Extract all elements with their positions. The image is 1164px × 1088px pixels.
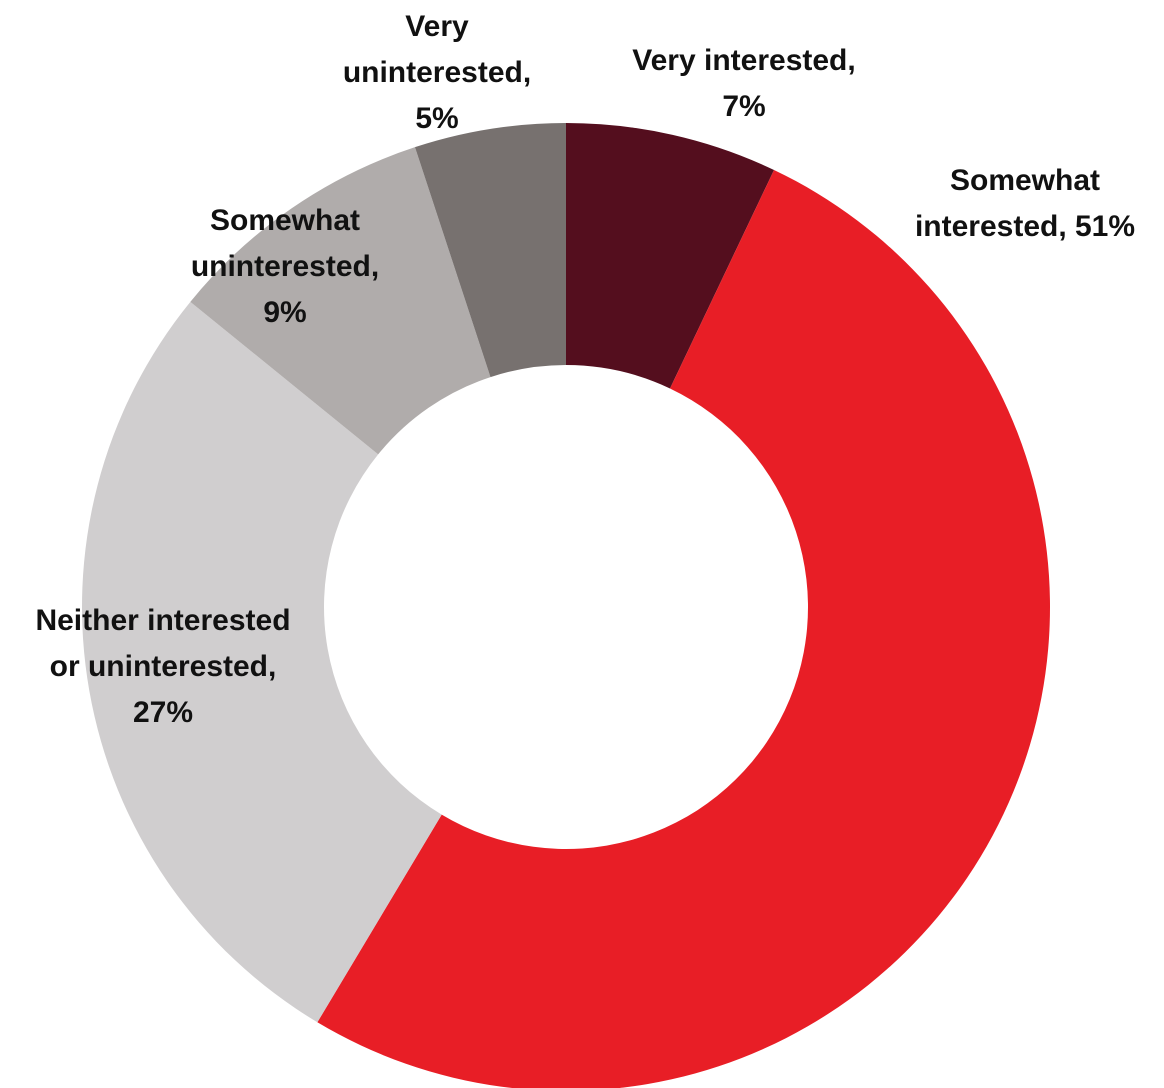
label-line: Very [405,10,469,43]
label-line: Neither interested [35,604,290,637]
label-line: Somewhat [210,204,360,237]
label-line: 9% [263,296,306,329]
label-line: uninterested, [343,56,531,89]
data-labels: Very interested, 7% Somewhat interested, 51… [35,10,1135,729]
slice-somewhat-interested [317,169,1051,1088]
label-line: Very interested, [632,44,855,77]
label-line: 5% [415,102,458,135]
label-line: 27% [133,696,193,729]
label-line: uninterested, [191,250,379,283]
donut-slices [82,123,1051,1088]
label-neither-interested-or-uninterested: Neither interested or uninterested, 27% [35,604,290,729]
slice-somewhat-uninterested [190,147,491,455]
slice-neither-interested-or-uninterested [82,301,442,1023]
label-somewhat-interested: Somewhat interested, 51% [915,164,1135,243]
label-line: Somewhat [950,164,1100,197]
label-very-uninterested: Very uninterested, 5% [343,10,531,135]
label-line: interested, 51% [915,210,1135,243]
slice-very-interested [566,123,775,389]
label-somewhat-uninterested: Somewhat uninterested, 9% [191,204,379,329]
label-line: 7% [722,90,765,123]
slice-very-uninterested [414,123,566,378]
label-very-interested: Very interested, 7% [632,44,855,123]
label-line: or uninterested, [50,650,277,683]
